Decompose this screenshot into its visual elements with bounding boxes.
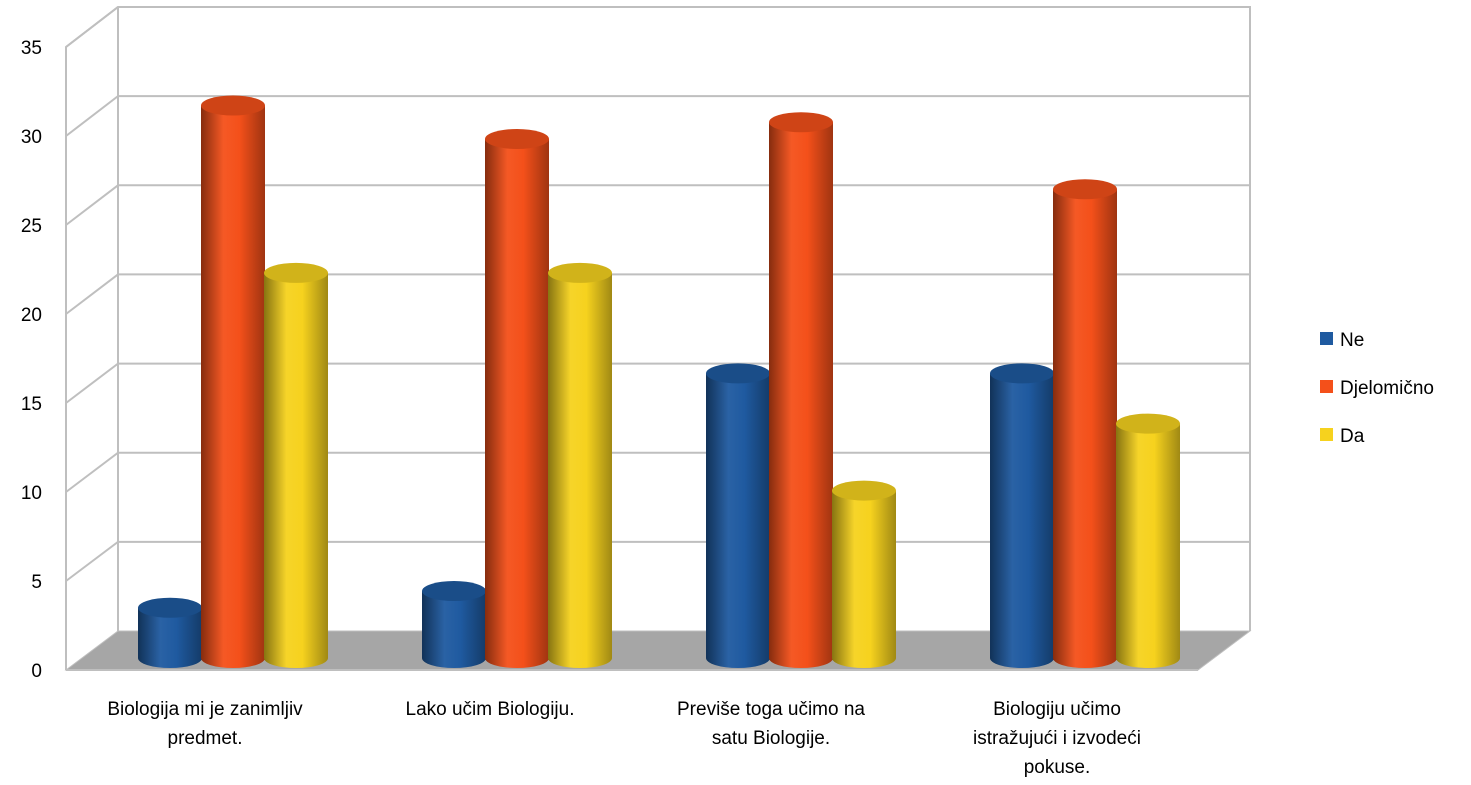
chart-floor xyxy=(64,630,1252,671)
bar-ne-2 xyxy=(422,581,486,668)
bar-top xyxy=(264,262,328,283)
bar-djelomično-1 xyxy=(201,95,265,668)
bar-ne-4 xyxy=(990,363,1054,668)
bar-top xyxy=(990,363,1054,384)
y-tick-label: 20 xyxy=(21,305,42,326)
x-category-label: Lako učim Biologiju. xyxy=(406,699,575,720)
bar-body xyxy=(769,122,833,668)
bar-body xyxy=(1116,423,1180,668)
bar-top xyxy=(422,581,486,602)
y-tick-label: 10 xyxy=(21,483,42,504)
bar-body xyxy=(1053,189,1117,668)
bar-body xyxy=(485,138,549,668)
x-category-label: Previše toga učimo na satu Biologije. xyxy=(677,699,865,749)
bar-top xyxy=(706,363,770,384)
y-tick-label: 15 xyxy=(21,394,42,415)
x-category-label: Biologija mi je zanimljiv predmet. xyxy=(107,699,303,749)
gridline xyxy=(65,362,1250,404)
legend-swatch xyxy=(1320,380,1333,393)
legend-label: Da xyxy=(1340,426,1365,447)
legend-swatch xyxy=(1320,332,1333,345)
bar-top xyxy=(485,128,549,149)
bar-top xyxy=(201,95,265,116)
bar-da-1 xyxy=(264,262,328,668)
gridline xyxy=(65,95,1250,137)
bar-body xyxy=(832,490,896,668)
bar-djelomično-4 xyxy=(1053,179,1117,668)
bar-body xyxy=(138,607,202,668)
bar-top xyxy=(1116,413,1180,434)
x-category-label: Biologiju učimo istražujući i izvodeći pok… xyxy=(973,699,1141,778)
y-tick-label: 35 xyxy=(21,38,42,59)
bar-djelomično-3 xyxy=(769,112,833,668)
gridline xyxy=(65,451,1250,493)
bar-body xyxy=(990,373,1054,668)
bar-ne-1 xyxy=(138,597,202,668)
bar-top xyxy=(1053,179,1117,200)
bar-djelomično-2 xyxy=(485,128,549,668)
gridline xyxy=(65,6,1250,48)
bar-top xyxy=(832,480,896,501)
bar-da-3 xyxy=(832,480,896,668)
legend-swatch xyxy=(1320,428,1333,441)
bar-top xyxy=(769,112,833,133)
x-axis: Biologija mi je zanimljiv predmet. Lako uč… xyxy=(107,699,1141,778)
legend-label: Ne xyxy=(1340,330,1364,351)
y-tick-label: 5 xyxy=(31,572,42,593)
bars-group xyxy=(138,95,1180,668)
bar-body xyxy=(201,105,265,668)
y-axis: 0 5 10 15 20 25 30 35 xyxy=(21,38,42,682)
legend-label: Djelomično xyxy=(1340,378,1434,399)
gridline xyxy=(65,273,1250,315)
bar-body xyxy=(422,591,486,668)
gridline xyxy=(65,184,1250,226)
y-tick-label: 0 xyxy=(31,661,42,682)
gridlines xyxy=(65,6,1250,582)
bar-body xyxy=(264,272,328,668)
y-tick-label: 25 xyxy=(21,216,42,237)
bar-top xyxy=(138,597,202,618)
legend: Ne Djelomično Da xyxy=(1320,330,1434,447)
bar-body xyxy=(548,272,612,668)
bar-top xyxy=(548,262,612,283)
y-tick-label: 30 xyxy=(21,127,42,148)
bar-body xyxy=(706,373,770,668)
bar-da-4 xyxy=(1116,413,1180,668)
bar-da-2 xyxy=(548,262,612,668)
bar-ne-3 xyxy=(706,363,770,668)
